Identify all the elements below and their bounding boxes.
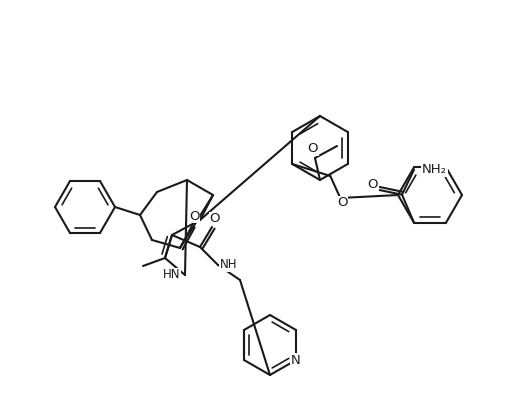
Text: NH: NH [220, 258, 237, 272]
Text: O: O [189, 209, 199, 222]
Text: O: O [337, 196, 347, 209]
Text: NH₂: NH₂ [422, 163, 447, 176]
Text: O: O [368, 178, 378, 191]
Text: N: N [291, 354, 301, 367]
Text: O: O [210, 212, 220, 225]
Text: HN: HN [162, 268, 180, 281]
Text: O: O [308, 143, 318, 155]
